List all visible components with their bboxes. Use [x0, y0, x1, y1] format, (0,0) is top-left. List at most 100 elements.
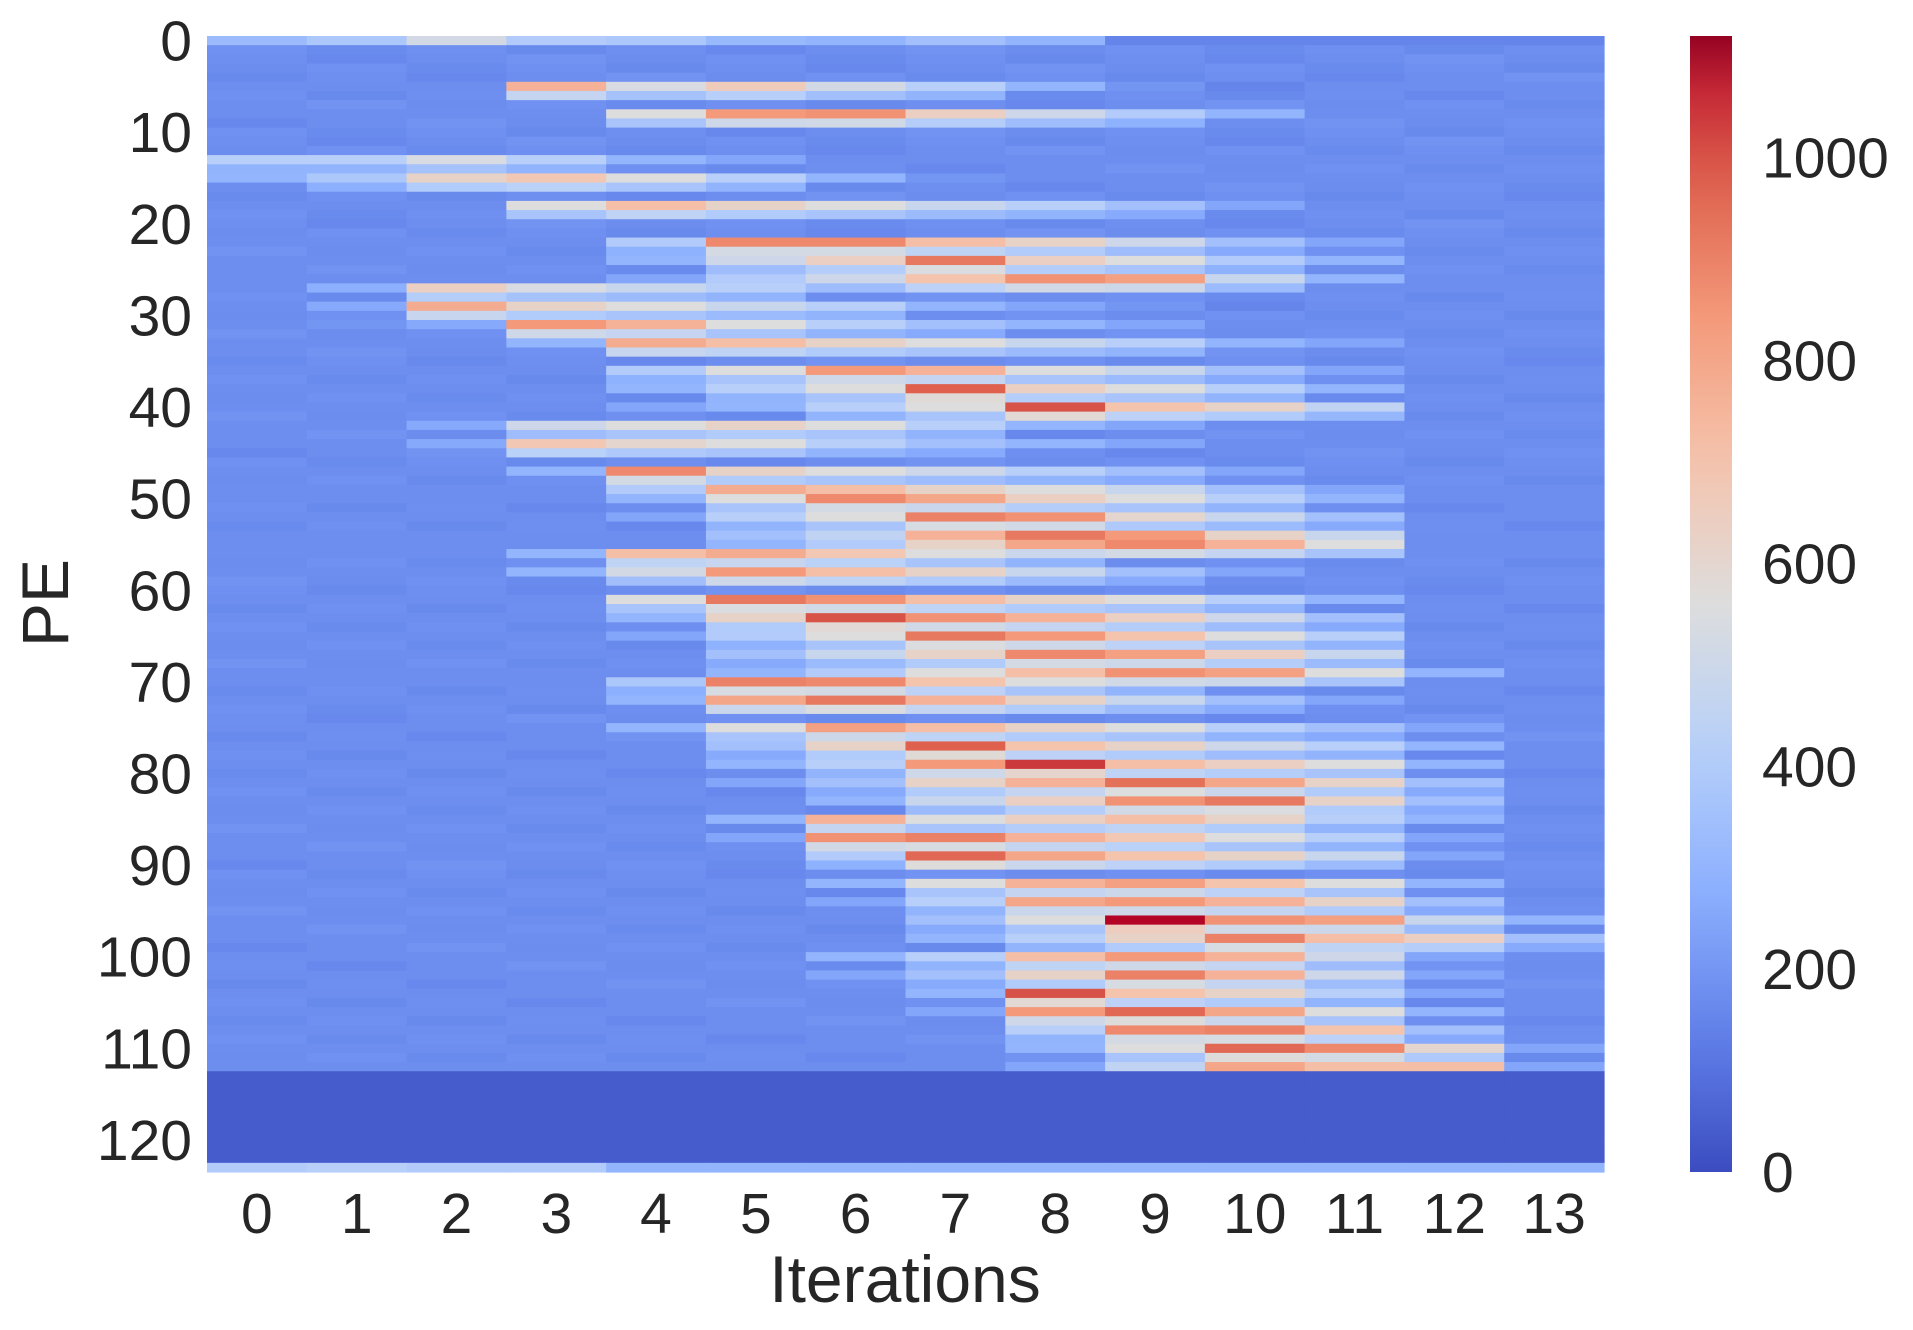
heatmap-cell — [1105, 155, 1206, 165]
heatmap-cell — [1204, 906, 1306, 917]
heatmap-cell — [1005, 713, 1106, 724]
heatmap-cell — [1304, 878, 1406, 889]
heatmap-cell — [406, 329, 507, 339]
heatmap-cell — [1404, 338, 1505, 349]
heatmap-cell — [306, 823, 408, 834]
heatmap-cell — [406, 521, 507, 532]
heatmap-cell — [805, 90, 907, 101]
heatmap-cell — [1204, 310, 1306, 321]
heatmap-cell — [506, 750, 607, 761]
heatmap-cell — [606, 732, 707, 743]
heatmap-cell — [506, 1043, 607, 1054]
heatmap-cell — [606, 1025, 707, 1036]
heatmap-cell — [306, 484, 408, 495]
heatmap-cell — [406, 301, 507, 312]
heatmap-cell — [1404, 613, 1505, 623]
heatmap-cells — [207, 36, 1605, 1173]
heatmap-cell — [1504, 860, 1605, 871]
heatmap-cell — [606, 475, 707, 486]
heatmap-cell — [905, 255, 1006, 266]
heatmap-cell — [207, 942, 308, 953]
heatmap-cell — [306, 402, 408, 413]
heatmap-cell — [905, 1107, 1006, 1118]
heatmap-cell — [506, 81, 607, 92]
heatmap-cell — [506, 1098, 607, 1109]
heatmap-cell — [406, 219, 507, 229]
heatmap-cell — [1304, 164, 1406, 175]
heatmap-cell — [1404, 530, 1505, 541]
heatmap-cell — [1105, 1135, 1206, 1146]
heatmap-cell — [805, 63, 907, 74]
heatmap-cell — [1105, 1052, 1206, 1063]
heatmap-cell — [705, 200, 807, 211]
heatmap-cell — [1105, 81, 1206, 92]
heatmap-cell — [1304, 466, 1406, 477]
heatmap-cell — [306, 374, 408, 385]
heatmap-cell — [606, 796, 707, 807]
heatmap-cell — [306, 255, 408, 266]
heatmap-cell — [705, 613, 807, 623]
heatmap-cell — [207, 979, 308, 990]
heatmap-cell — [1204, 1135, 1306, 1146]
heatmap-cell — [306, 365, 408, 376]
heatmap-cell — [506, 640, 607, 651]
heatmap-cell — [506, 530, 607, 541]
heatmap-cell — [1404, 411, 1505, 422]
heatmap-cell — [207, 549, 308, 559]
heatmap-cell — [207, 1062, 308, 1072]
heatmap-cell — [306, 1089, 408, 1100]
heatmap-cell — [406, 888, 507, 898]
heatmap-cell — [306, 1098, 408, 1109]
heatmap-cell — [705, 649, 807, 660]
heatmap-cell — [306, 246, 408, 257]
heatmap-cell — [306, 210, 408, 220]
heatmap-cell — [1105, 741, 1206, 752]
heatmap-cell — [1404, 649, 1505, 660]
heatmap-cell — [905, 54, 1006, 65]
heatmap-cell — [506, 1080, 607, 1091]
heatmap-cell — [1304, 191, 1406, 202]
heatmap-cell — [606, 878, 707, 889]
heatmap-cell — [1005, 1025, 1106, 1036]
heatmap-cell — [1204, 833, 1306, 843]
heatmap-cell — [805, 787, 907, 797]
heatmap-cell — [705, 54, 807, 65]
heatmap-cell — [1204, 796, 1306, 807]
y-tick-label: 0 — [160, 10, 192, 74]
heatmap-cell — [1204, 594, 1306, 605]
heatmap-cell — [207, 109, 308, 120]
heatmap-cell — [1504, 613, 1605, 623]
heatmap-cell — [1404, 686, 1505, 697]
heatmap-cell — [1304, 457, 1406, 468]
heatmap-cell — [506, 1052, 607, 1063]
heatmap-cell — [207, 182, 308, 193]
heatmap-cell — [805, 952, 907, 962]
heatmap-cell — [306, 145, 408, 156]
heatmap-cell — [1204, 759, 1306, 770]
heatmap-cell — [1005, 631, 1106, 642]
heatmap-cell — [207, 292, 308, 303]
heatmap-cell — [207, 1025, 308, 1036]
heatmap-cell — [1204, 503, 1306, 513]
heatmap-cell — [1105, 420, 1206, 431]
heatmap-cell — [506, 979, 607, 990]
heatmap-cell — [1304, 796, 1406, 807]
heatmap-cell — [1504, 329, 1605, 339]
heatmap-cell — [805, 823, 907, 834]
heatmap-cell — [705, 1153, 807, 1164]
y-tick-label: 90 — [129, 834, 192, 898]
heatmap-cell — [705, 723, 807, 733]
heatmap-cell — [207, 164, 308, 175]
heatmap-cell — [1204, 732, 1306, 743]
heatmap-cell — [1504, 604, 1605, 614]
heatmap-cell — [1504, 246, 1605, 257]
heatmap-cell — [1204, 851, 1306, 862]
heatmap-cell — [1105, 429, 1206, 440]
heatmap-cell — [905, 292, 1006, 303]
heatmap-cell — [207, 961, 308, 972]
heatmap-cell — [705, 1080, 807, 1091]
heatmap-cell — [1105, 631, 1206, 642]
colorbar-tick-label: 400 — [1762, 735, 1857, 799]
heatmap-cell — [306, 36, 408, 46]
heatmap-cell — [705, 530, 807, 541]
